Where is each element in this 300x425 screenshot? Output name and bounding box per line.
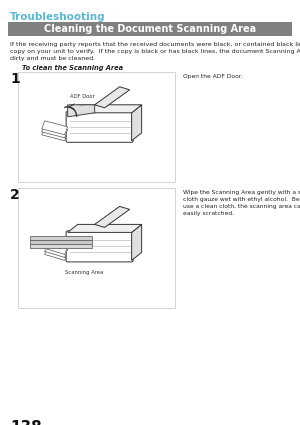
Text: 1: 1 [10,72,20,86]
Polygon shape [30,236,92,241]
Text: To clean the Scanning Area: To clean the Scanning Area [22,65,123,71]
Text: 138: 138 [10,420,42,425]
Polygon shape [42,127,68,141]
Text: 2: 2 [10,188,20,202]
Polygon shape [94,87,130,108]
Polygon shape [68,105,142,113]
Text: Wipe the Scanning Area gently with a soft
cloth gauze wet with ethyl alcohol.  B: Wipe the Scanning Area gently with a sof… [183,190,300,216]
FancyBboxPatch shape [66,231,133,262]
Text: Troubleshooting: Troubleshooting [10,12,106,22]
Polygon shape [68,105,94,117]
Bar [18,188,175,308]
Polygon shape [45,241,68,255]
Polygon shape [132,224,142,261]
Polygon shape [45,244,68,258]
Text: If the receiving party reports that the received documents were black, or contai: If the receiving party reports that the … [10,42,300,61]
Polygon shape [42,121,68,135]
Polygon shape [42,124,68,138]
Text: Scanning Area: Scanning Area [65,270,104,275]
Text: Cleaning the Document Scanning Area: Cleaning the Document Scanning Area [44,24,256,34]
Text: Open the ADF Door.: Open the ADF Door. [183,74,243,79]
Polygon shape [45,246,68,261]
Polygon shape [132,105,142,141]
Polygon shape [30,241,92,244]
Polygon shape [68,224,142,232]
Bar [18,72,175,182]
FancyBboxPatch shape [66,111,133,142]
Text: ADF Door: ADF Door [70,94,94,106]
Polygon shape [94,207,130,227]
Polygon shape [30,244,92,248]
Bar [8,22,292,36]
